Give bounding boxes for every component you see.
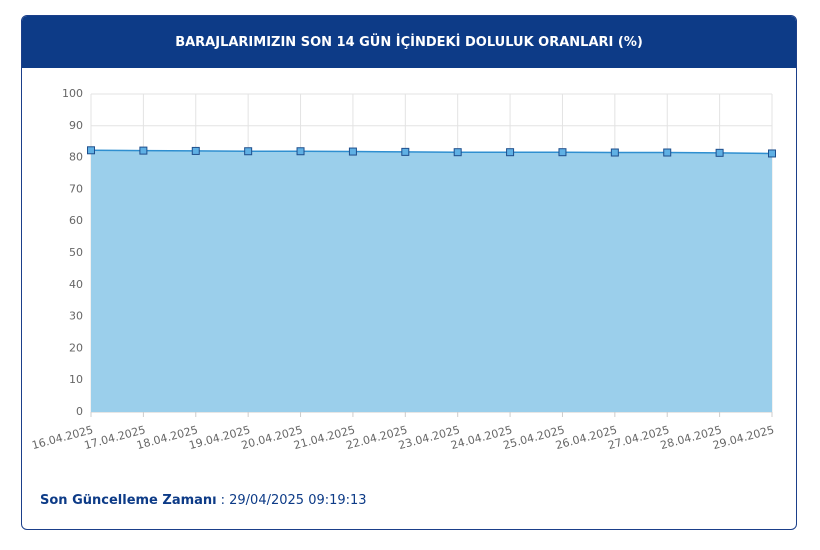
point — [244, 147, 253, 156]
point — [506, 148, 515, 157]
y-tick-label: 10 — [69, 373, 83, 386]
line — [90, 149, 773, 155]
y-tick-label: 60 — [69, 214, 83, 227]
footer: Son Güncelleme Zamanı: 29/04/2025 09:19:… — [40, 493, 367, 508]
card: BARAJLARIMIZIN SON 14 GÜN İÇİNDEKİ DOLUL… — [21, 15, 797, 530]
point — [663, 148, 672, 157]
point — [768, 149, 776, 158]
y-tick-label: 90 — [69, 119, 83, 132]
y-tick-label: 80 — [69, 151, 83, 164]
chart-title: BARAJLARIMIZIN SON 14 GÜN İÇİNDEKİ DOLUL… — [175, 34, 643, 50]
point — [348, 147, 357, 156]
footer-value: : 29/04/2025 09:19:13 — [220, 493, 367, 508]
point — [610, 148, 619, 157]
y-tick-label: 100 — [62, 87, 83, 100]
point — [139, 146, 148, 155]
point — [87, 146, 95, 155]
card-header: BARAJLARIMIZIN SON 14 GÜN İÇİNDEKİ DOLUL… — [22, 16, 796, 68]
point — [453, 148, 462, 157]
y-tick-label: 40 — [69, 278, 83, 291]
point — [715, 148, 724, 157]
point — [191, 146, 200, 155]
y-tick-label: 30 — [69, 310, 83, 323]
y-tick-label: 20 — [69, 341, 83, 354]
point — [401, 147, 410, 156]
point — [558, 148, 567, 157]
area — [91, 150, 772, 412]
footer-label: Son Güncelleme Zamanı — [40, 493, 217, 508]
y-tick-label: 0 — [76, 405, 83, 418]
y-tick-label: 50 — [69, 246, 83, 259]
y-tick-label: 70 — [69, 182, 83, 195]
point — [296, 147, 305, 156]
x-tick-label: 29.04.2025 — [711, 423, 775, 452]
